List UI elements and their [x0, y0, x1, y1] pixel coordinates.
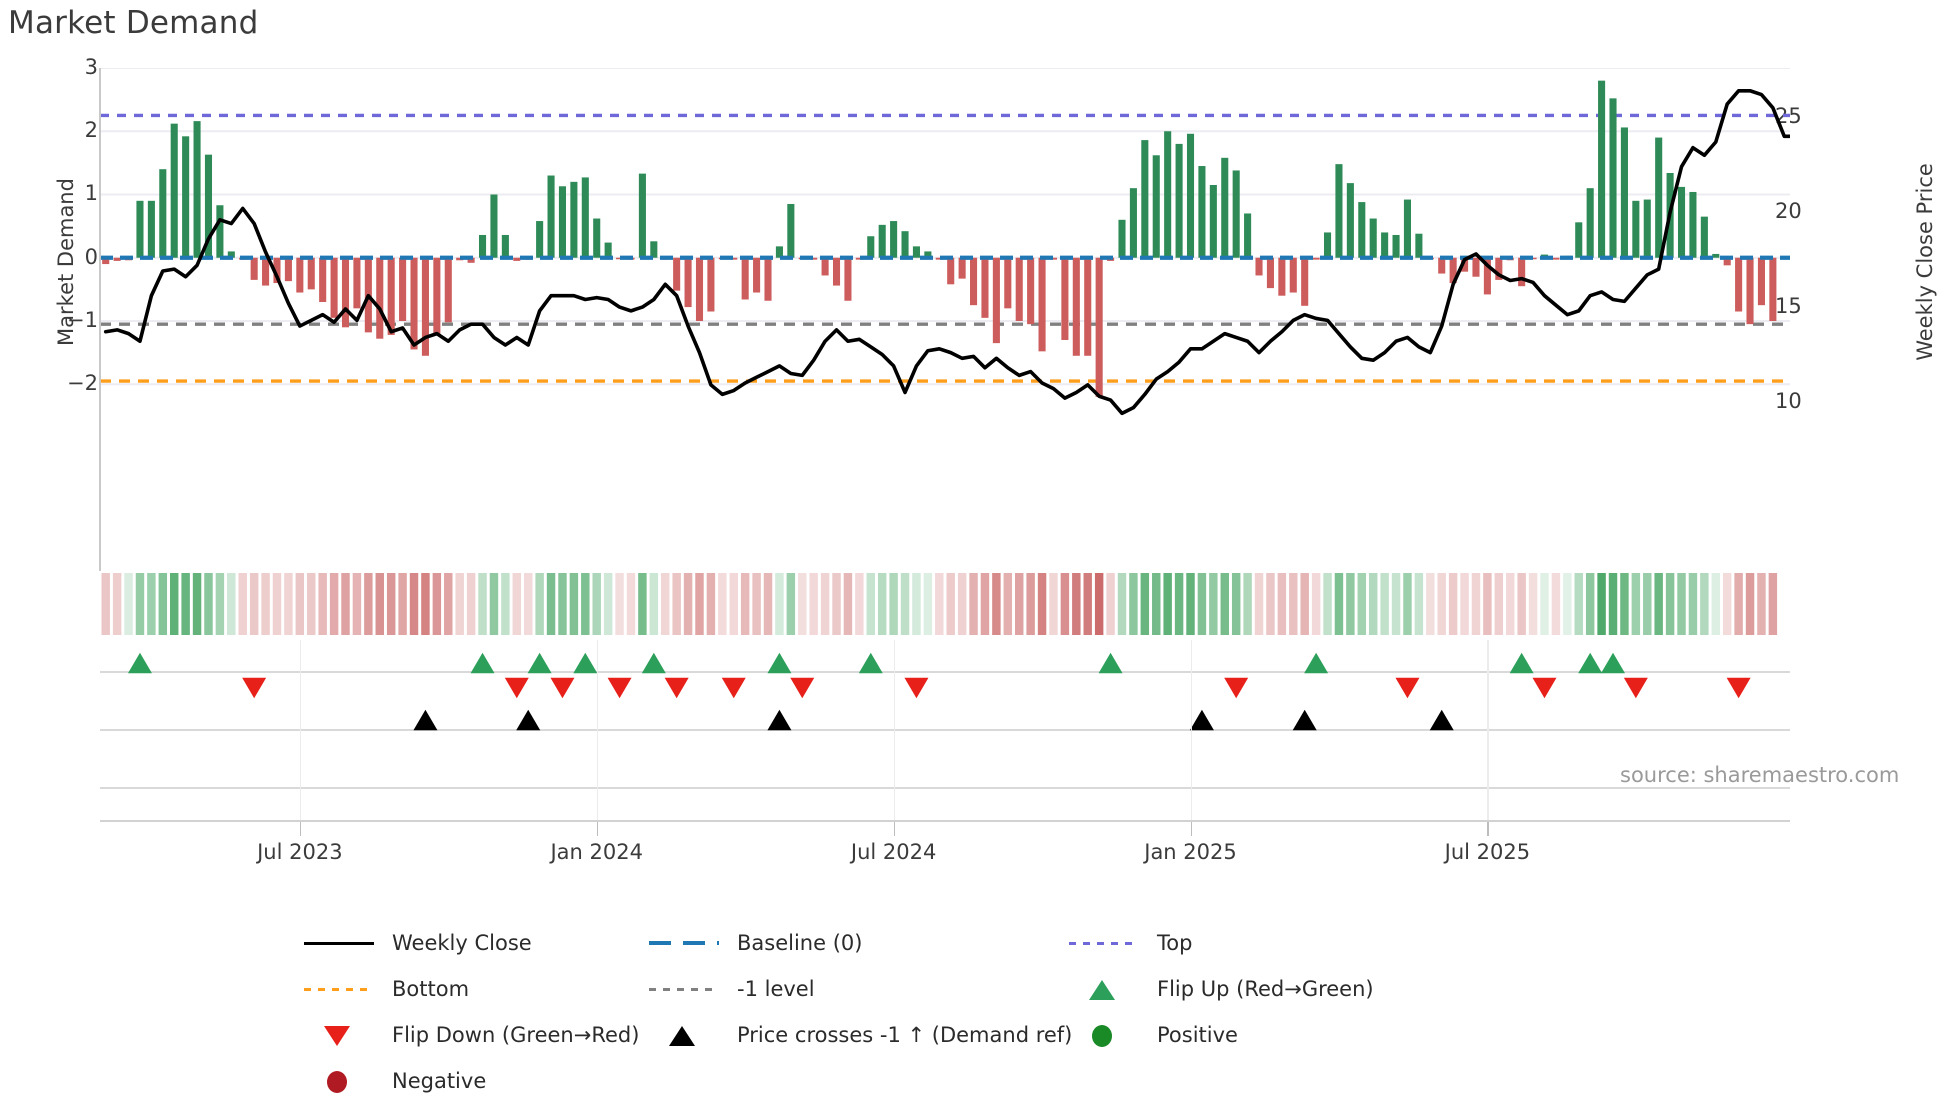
legend-item-negative: Negative [300, 1058, 645, 1104]
y-tick-left: 2 [84, 118, 98, 143]
legend-item-price-cross: Price crosses -1 ↑ (Demand ref) [645, 1012, 1072, 1058]
demand-price-plot [100, 68, 1790, 416]
legend-label: Flip Up (Red→Green) [1157, 977, 1374, 1001]
dot-purple-icon [1065, 929, 1143, 957]
dot-red-icon [300, 1067, 378, 1095]
legend-label: Positive [1157, 1023, 1238, 1047]
x-grid-guide [596, 640, 599, 822]
legend-item-top: Top [1065, 920, 1485, 966]
y-tick-left: 1 [84, 181, 98, 206]
x-grid-guide [1190, 640, 1193, 822]
chart-legend: Weekly Close Baseline (0) Top Bottom -1 … [300, 920, 1700, 1104]
legend-label: Baseline (0) [737, 931, 863, 955]
legend-item-minus-one: -1 level [645, 966, 1065, 1012]
legend-label: Weekly Close [392, 931, 532, 955]
y-tick-left: −2 [67, 371, 98, 396]
y-tick-left: 3 [84, 55, 98, 79]
x-tick-mark [1190, 822, 1193, 836]
x-grid-guide [893, 640, 896, 822]
x-tick-mark [893, 822, 896, 836]
legend-label: Negative [392, 1069, 487, 1093]
x-tick: Jan 2025 [1144, 840, 1237, 864]
x-axis-line [100, 820, 1790, 822]
y-tick-left: −1 [67, 307, 98, 332]
y-tick-right: 15 [1775, 294, 1802, 319]
triangle-up-black-icon [645, 1021, 723, 1049]
y-tick-right: 20 [1775, 199, 1802, 224]
x-tick: Jul 2024 [850, 840, 937, 864]
line-black-icon [300, 929, 378, 957]
legend-item-bottom: Bottom [300, 966, 645, 1012]
x-tick-mark [596, 822, 599, 836]
dash-blue-icon [645, 929, 723, 957]
dot-orange-icon [300, 975, 378, 1003]
source-attribution: source: sharemaestro.com [1620, 763, 1900, 787]
legend-item-flip-up: Flip Up (Red→Green) [1065, 966, 1485, 1012]
triangle-down-red-icon [300, 1021, 378, 1049]
demand-regime-strip [101, 573, 1778, 635]
legend-item-baseline: Baseline (0) [645, 920, 1065, 966]
legend-item-weekly-close: Weekly Close [300, 920, 645, 966]
legend-label: Price crosses -1 ↑ (Demand ref) [737, 1023, 1073, 1047]
legend-label: Top [1157, 931, 1193, 955]
legend-label: Flip Down (Green→Red) [392, 1023, 640, 1047]
x-tick: Jan 2024 [550, 840, 643, 864]
x-tick: Jul 2023 [257, 840, 343, 864]
y-tick-right: 10 [1775, 388, 1802, 413]
signal-markers-panel [100, 652, 1790, 789]
legend-item-positive: Positive [1065, 1012, 1485, 1058]
x-tick-mark [299, 822, 302, 836]
dot-green-icon [1065, 1021, 1143, 1049]
legend-item-flip-down: Flip Down (Green→Red) [300, 1012, 645, 1058]
legend-label: -1 level [737, 977, 815, 1001]
page-title: Market Demand [8, 5, 259, 41]
x-grid-guide [299, 640, 302, 822]
y-axis-right-label: Weekly Close Price [1913, 163, 1937, 361]
x-tick-mark [1487, 822, 1489, 836]
dot-gray-icon [645, 975, 723, 1003]
y-axis-left-line [99, 68, 101, 571]
triangle-up-green-icon [1065, 975, 1143, 1003]
x-grid-guide [1487, 640, 1489, 822]
x-tick: Jul 2025 [1444, 840, 1531, 864]
y-tick-left: 0 [84, 244, 98, 269]
legend-label: Bottom [392, 977, 470, 1001]
